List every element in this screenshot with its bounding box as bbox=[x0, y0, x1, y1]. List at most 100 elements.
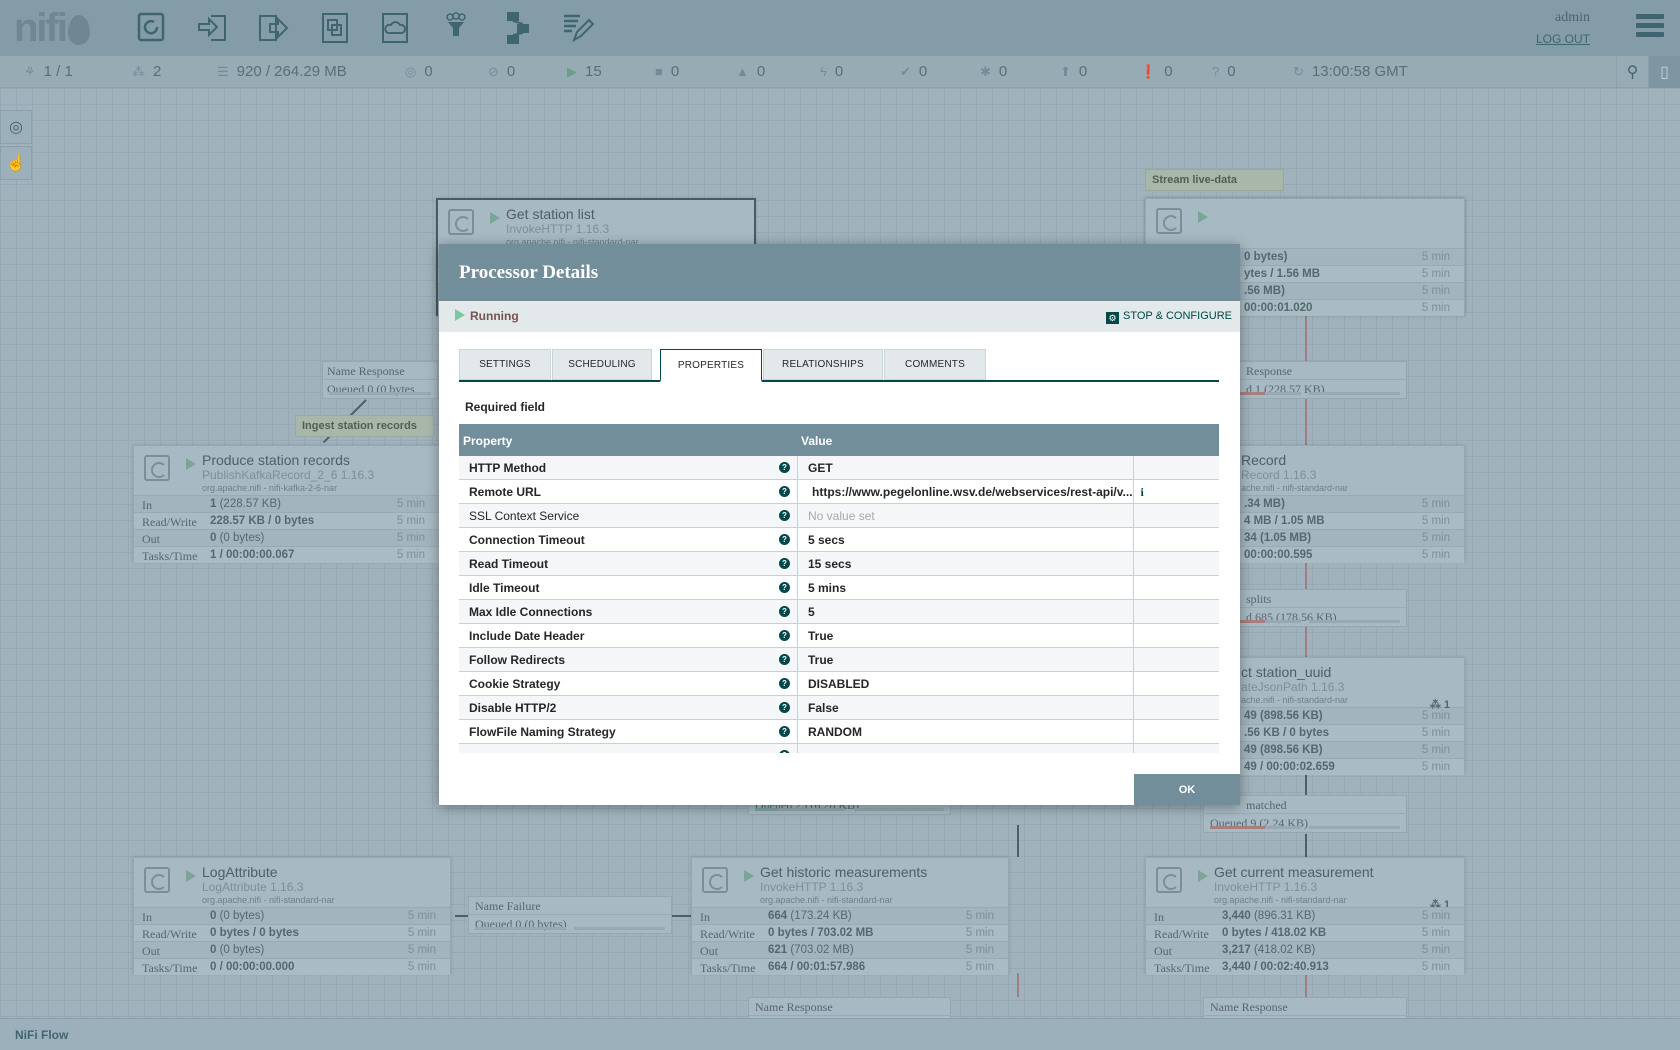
property-value-cell[interactable]: GET bbox=[797, 456, 1134, 480]
processor[interactable]: Produce station records PublishKafkaRecor… bbox=[133, 445, 440, 563]
connection-label[interactable]: Name Failure Queued 0 (0 bytes) bbox=[468, 896, 672, 934]
process-group-icon bbox=[322, 13, 348, 43]
property-value-cell[interactable]: 5 bbox=[797, 600, 1134, 624]
help-icon[interactable]: ? bbox=[779, 702, 790, 713]
property-value-cell[interactable]: True bbox=[797, 648, 1134, 672]
help-icon[interactable]: ? bbox=[779, 630, 790, 641]
property-value-cell[interactable]: No value set bbox=[797, 504, 1134, 528]
logout-link[interactable]: LOG OUT bbox=[1535, 32, 1590, 46]
info-icon[interactable]: i bbox=[1140, 484, 1144, 499]
remote-process-group-icon[interactable] bbox=[375, 8, 415, 48]
processor-bundle: org.apache.nifi - nifi-standard-nar bbox=[202, 895, 335, 905]
connection-line[interactable] bbox=[1017, 825, 1019, 857]
stat-value: 0 bytes / 418.02 KB bbox=[1222, 927, 1327, 939]
processor-type: InvokeHTTP 1.16.3 bbox=[760, 880, 864, 894]
processor-type: Record 1.16.3 bbox=[1241, 468, 1317, 482]
ok-button[interactable]: OK bbox=[1134, 774, 1240, 805]
processor-icon[interactable] bbox=[131, 8, 171, 48]
connection-line[interactable] bbox=[672, 915, 691, 917]
connection-label[interactable]: Name Response Queued 0 (0 bytes bbox=[322, 361, 438, 399]
help-icon[interactable]: ? bbox=[779, 534, 790, 545]
property-value-cell[interactable]: DISABLED bbox=[797, 672, 1134, 696]
property-row[interactable]: Read Timeout? 15 secs bbox=[459, 552, 1219, 576]
property-value-cell[interactable]: https://www.pegelonline.wsv.de/webservic… bbox=[797, 480, 1144, 504]
connection-line[interactable] bbox=[1305, 560, 1307, 589]
help-icon[interactable]: ? bbox=[779, 678, 790, 689]
property-row[interactable]: Disable HTTP/2? False bbox=[459, 696, 1219, 720]
process-group-icon[interactable] bbox=[315, 8, 355, 48]
status-item: ▲ 0 bbox=[736, 63, 765, 80]
tab-relationships[interactable]: RELATIONSHIPS bbox=[763, 349, 883, 380]
status-value: 2 bbox=[153, 63, 162, 80]
property-value-cell[interactable]: 5 secs bbox=[797, 528, 1134, 552]
help-icon[interactable]: ? bbox=[779, 558, 790, 569]
connection-line[interactable] bbox=[1305, 316, 1307, 361]
input-port-icon[interactable] bbox=[193, 8, 233, 48]
property-row[interactable]: SSL Context Service? No value set bbox=[459, 504, 1219, 528]
stop-configure-button[interactable]: ⚙ STOP & CONFIGURE bbox=[1105, 310, 1232, 324]
label-icon[interactable] bbox=[558, 8, 598, 48]
property-value-cell[interactable]: False bbox=[797, 696, 1134, 720]
template-icon[interactable] bbox=[497, 8, 537, 48]
property-value-cell[interactable]: True bbox=[797, 624, 1134, 648]
help-icon[interactable]: ? bbox=[779, 606, 790, 617]
breadcrumb-nifi-flow[interactable]: NiFi Flow bbox=[15, 1028, 69, 1042]
stat-value: 00:00:01.020 bbox=[1244, 302, 1313, 314]
help-icon[interactable]: ? bbox=[779, 462, 790, 473]
property-row[interactable]: ? bbox=[459, 744, 1219, 753]
property-name: SSL Context Service bbox=[469, 509, 580, 523]
tab-scheduling[interactable]: SCHEDULING bbox=[552, 349, 652, 380]
connection-line[interactable] bbox=[1305, 770, 1307, 795]
property-row[interactable]: Remote URL? https://www.pegelonline.wsv.d… bbox=[459, 480, 1219, 504]
connection-line[interactable] bbox=[1017, 973, 1019, 997]
help-icon[interactable]: ? bbox=[779, 750, 790, 753]
property-value-cell[interactable]: RANDOM bbox=[797, 720, 1134, 744]
connection-line[interactable] bbox=[455, 915, 468, 917]
stat-value: 49 / 00:00:02.659 bbox=[1244, 761, 1335, 773]
property-row[interactable]: Include Date Header? True bbox=[459, 624, 1219, 648]
connection-line[interactable] bbox=[1305, 973, 1307, 997]
processor-name: Get station list bbox=[506, 206, 595, 222]
navigate-icon[interactable]: ◎ bbox=[0, 110, 32, 144]
property-row[interactable]: Connection Timeout? 5 secs bbox=[459, 528, 1219, 552]
connection-line[interactable] bbox=[1305, 399, 1307, 445]
help-icon[interactable]: ? bbox=[779, 486, 790, 497]
help-icon[interactable]: ? bbox=[779, 582, 790, 593]
property-row[interactable]: Idle Timeout? 5 mins bbox=[459, 576, 1219, 600]
output-port-icon[interactable] bbox=[254, 8, 294, 48]
stat-window: 5 min bbox=[407, 944, 436, 956]
bulletin-board-icon[interactable]: ▯ bbox=[1648, 56, 1680, 88]
queue-count-bar bbox=[755, 808, 846, 811]
property-row[interactable]: HTTP Method? GET bbox=[459, 456, 1219, 480]
property-value-cell[interactable]: 5 mins bbox=[797, 576, 1134, 600]
help-icon[interactable]: ? bbox=[779, 726, 790, 737]
up-to-date-icon: ✔ bbox=[900, 64, 911, 79]
search-icon[interactable]: ⚲ bbox=[1616, 56, 1648, 88]
property-value-cell[interactable] bbox=[797, 744, 1134, 753]
processor[interactable]: LogAttribute LogAttribute 1.16.3 org.apach… bbox=[133, 857, 451, 975]
stat-value: 1 / 00:00:00.067 bbox=[210, 549, 295, 561]
property-row[interactable]: FlowFile Naming Strategy? RANDOM bbox=[459, 720, 1219, 744]
global-menu-icon[interactable] bbox=[1636, 14, 1664, 41]
tab-comments[interactable]: COMMENTS bbox=[884, 349, 986, 380]
processor[interactable]: Get historic measurements InvokeHTTP 1.16… bbox=[691, 857, 1009, 975]
stat-label: In bbox=[1154, 910, 1164, 924]
operate-hand-icon[interactable]: ☝ bbox=[0, 146, 32, 180]
funnel-icon[interactable] bbox=[436, 8, 476, 48]
label-stream-live-data[interactable]: Stream live-data bbox=[1145, 169, 1284, 191]
property-row[interactable]: Follow Redirects? True bbox=[459, 648, 1219, 672]
help-icon[interactable]: ? bbox=[779, 654, 790, 665]
connection-line[interactable] bbox=[1305, 834, 1307, 857]
connection-line[interactable] bbox=[1305, 627, 1307, 657]
stat-window: 5 min bbox=[407, 910, 436, 922]
property-name: FlowFile Naming Strategy bbox=[469, 725, 616, 739]
property-row[interactable]: Max Idle Connections? 5 bbox=[459, 600, 1219, 624]
help-icon[interactable]: ? bbox=[779, 510, 790, 521]
property-value-cell[interactable]: 15 secs bbox=[797, 552, 1134, 576]
property-row[interactable]: Cookie Strategy? DISABLED bbox=[459, 672, 1219, 696]
tab-settings[interactable]: SETTINGS bbox=[459, 349, 551, 380]
processor-name: Get current measurement bbox=[1214, 864, 1374, 880]
label-ingest-station-records[interactable]: Ingest station records bbox=[295, 415, 434, 437]
processor[interactable]: Get current measurement InvokeHTTP 1.16.3… bbox=[1145, 857, 1465, 975]
tab-properties[interactable]: PROPERTIES bbox=[660, 349, 762, 382]
